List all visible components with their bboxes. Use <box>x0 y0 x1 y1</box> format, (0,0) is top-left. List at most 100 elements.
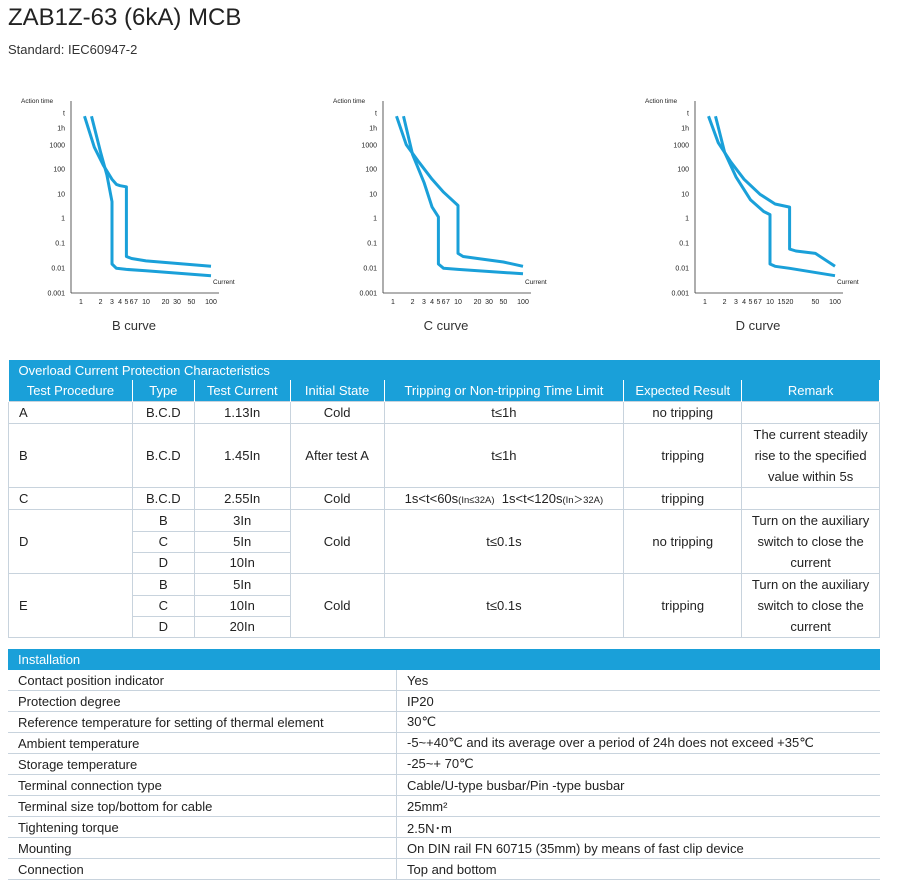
y-tick-label: 100 <box>53 167 65 174</box>
install-value: -5~+40℃ and its average over a period of… <box>396 732 880 754</box>
x-tick-label: 6 <box>754 299 758 306</box>
x-tick-label: 10 <box>766 299 774 306</box>
x-tick-label: 1 <box>79 299 83 306</box>
x-tick-label: 100 <box>829 299 841 306</box>
type-cell: C <box>131 530 195 553</box>
state-cell: Cold <box>289 400 385 424</box>
table-row: E B 5In Cold t≤0.1s tripping Turn on the… <box>8 572 880 638</box>
table-row: Tightening torque 2.5N･m <box>8 816 880 838</box>
time-a-condition: (In≤32A) <box>458 494 495 506</box>
x-axis-label: Current <box>213 279 235 286</box>
install-value: 2.5N･m <box>396 816 880 838</box>
time-cell: t≤1h <box>383 422 625 488</box>
x-tick-label: 20 <box>786 299 794 306</box>
x-tick-label: 50 <box>500 299 508 306</box>
current-cell: 2.55In <box>193 486 291 510</box>
y-tick-label: 0.1 <box>367 241 377 248</box>
y-tick-label: 1000 <box>361 143 377 150</box>
page-title: ZAB1Z-63 (6kA) MCB <box>8 4 242 31</box>
y-tick-label: 100 <box>365 167 377 174</box>
x-tick-label: 6 <box>442 299 446 306</box>
x-tick-label: 7 <box>446 299 450 306</box>
current-cell: 10In <box>193 594 291 617</box>
x-tick-label: 2 <box>723 299 727 306</box>
y-tick-label: t <box>687 111 689 118</box>
table-row: Storage temperature -25~+ 70℃ <box>8 753 880 775</box>
install-value: Yes <box>396 670 880 691</box>
col-time-limit: Tripping or Non-tripping Time Limit <box>383 380 625 401</box>
overload-table: Overload Current Protection Characterist… <box>8 360 880 638</box>
y-tick-label: 0.01 <box>51 266 65 273</box>
type-cell: D <box>131 615 195 638</box>
y-tick-label: 1 <box>685 216 689 223</box>
table-row: Terminal connection type Cable/U-type bus… <box>8 774 880 796</box>
x-tick-label: 1 <box>703 299 707 306</box>
series-line-0 <box>707 115 836 268</box>
install-value: -25~+ 70℃ <box>396 753 880 775</box>
x-tick-label: 100 <box>205 299 217 306</box>
y-tick-label: t <box>375 111 377 118</box>
x-tick-label: 5 <box>436 299 440 306</box>
x-tick-label: 20 <box>474 299 482 306</box>
installation-table: Installation Contact position indicator Y… <box>8 649 880 880</box>
result-cell: tripping <box>623 422 743 488</box>
type-cell: B <box>131 508 195 532</box>
y-tick-label: 10 <box>369 192 377 199</box>
table-row: B B.C.D 1.45In After test A t≤1h trippin… <box>8 422 880 488</box>
install-label: Mounting <box>8 837 397 859</box>
time-cell: t≤1h <box>383 400 625 424</box>
installation-section-title: Installation <box>8 649 880 670</box>
x-tick-label: 3 <box>734 299 738 306</box>
state-cell: Cold <box>289 508 385 574</box>
install-value: Cable/U-type busbar/Pin -type busbar <box>396 774 880 796</box>
table-row: C B.C.D 2.55In Cold 1s<t<60s(In≤32A) 1s<… <box>8 486 880 510</box>
col-expected-result: Expected Result <box>623 380 743 401</box>
y-tick-label: 0.001 <box>359 291 377 298</box>
current-cell: 5In <box>193 572 291 596</box>
type-cell: B <box>131 572 195 596</box>
table-row: A B.C.D 1.13In Cold t≤1h no tripping <box>8 400 880 424</box>
x-tick-label: 3 <box>422 299 426 306</box>
x-tick-label: 10 <box>454 299 462 306</box>
install-label: Terminal connection type <box>8 774 397 796</box>
install-label: Connection <box>8 858 397 880</box>
table-row: Contact position indicator Yes <box>8 670 880 691</box>
col-test-procedure: Test Procedure <box>8 380 133 401</box>
remark-cell <box>741 486 880 510</box>
time-cell: 1s<t<60s(In≤32A) 1s<t<120s(In＞32A) <box>383 486 625 510</box>
install-label: Ambient temperature <box>8 732 397 754</box>
x-tick-label: 5 <box>748 299 752 306</box>
y-tick-label: 1h <box>369 126 377 133</box>
table-row: Ambient temperature -5~+40℃ and its avera… <box>8 732 880 754</box>
x-axis-label: Current <box>837 279 859 286</box>
install-value: IP20 <box>396 690 880 712</box>
c-curve-caption: C curve <box>423 318 469 333</box>
table-row: Terminal size top/bottom for cable 25mm² <box>8 795 880 817</box>
table-row: Connection Top and bottom <box>8 858 880 880</box>
y-tick-label: 0.01 <box>363 266 377 273</box>
y-tick-label: 1000 <box>673 143 689 150</box>
current-cell: 1.45In <box>193 422 291 488</box>
table-row: C 10In <box>9 594 880 617</box>
y-tick-label: 1h <box>57 126 65 133</box>
series-line-0 <box>395 115 524 268</box>
series-line-1 <box>714 115 836 278</box>
col-remark: Remark <box>741 380 880 401</box>
x-tick-label: 1 <box>391 299 395 306</box>
col-initial-state: Initial State <box>289 380 385 401</box>
install-label: Protection degree <box>8 690 397 712</box>
b-curve-caption: B curve <box>111 318 157 333</box>
time-b: 1s<t<120s <box>501 490 563 506</box>
y-axis-label: Action time <box>333 98 366 105</box>
proc-cell: A <box>8 400 133 424</box>
result-cell: no tripping <box>623 508 743 574</box>
state-cell: Cold <box>289 486 385 510</box>
y-tick-label: 0.001 <box>47 291 65 298</box>
proc-cell: B <box>8 422 133 488</box>
proc-cell: E <box>8 572 133 638</box>
x-tick-label: 6 <box>130 299 134 306</box>
y-tick-label: 0.1 <box>55 241 65 248</box>
current-cell: 10In <box>193 551 291 574</box>
x-tick-label: 2 <box>99 299 103 306</box>
x-tick-label: 2 <box>411 299 415 306</box>
